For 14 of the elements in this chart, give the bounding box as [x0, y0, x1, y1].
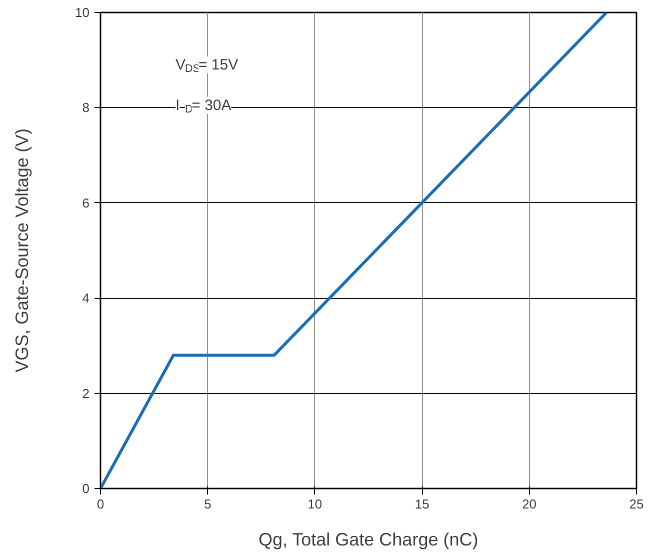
y-axis-title: VGS, Gate-Source Voltage (V)	[12, 128, 32, 373]
x-tick-label: 20	[522, 496, 537, 512]
y-tick-label: 4	[82, 290, 90, 306]
x-tick-label: 10	[308, 496, 322, 512]
y-tick-label: 0	[82, 481, 90, 496]
x-axis-title: Qg, Total Gate Charge (nC)	[258, 530, 478, 550]
x-tick-label: 5	[204, 496, 212, 512]
y-tick-label: 2	[82, 386, 90, 401]
x-tick-label: 0	[96, 496, 104, 512]
x-tick-label: 25	[629, 496, 644, 512]
y-tick-label: 10	[75, 5, 90, 20]
y-tick-label: 6	[82, 195, 90, 210]
y-tick-label: 8	[82, 100, 90, 116]
x-tick-label: 15	[414, 496, 430, 512]
